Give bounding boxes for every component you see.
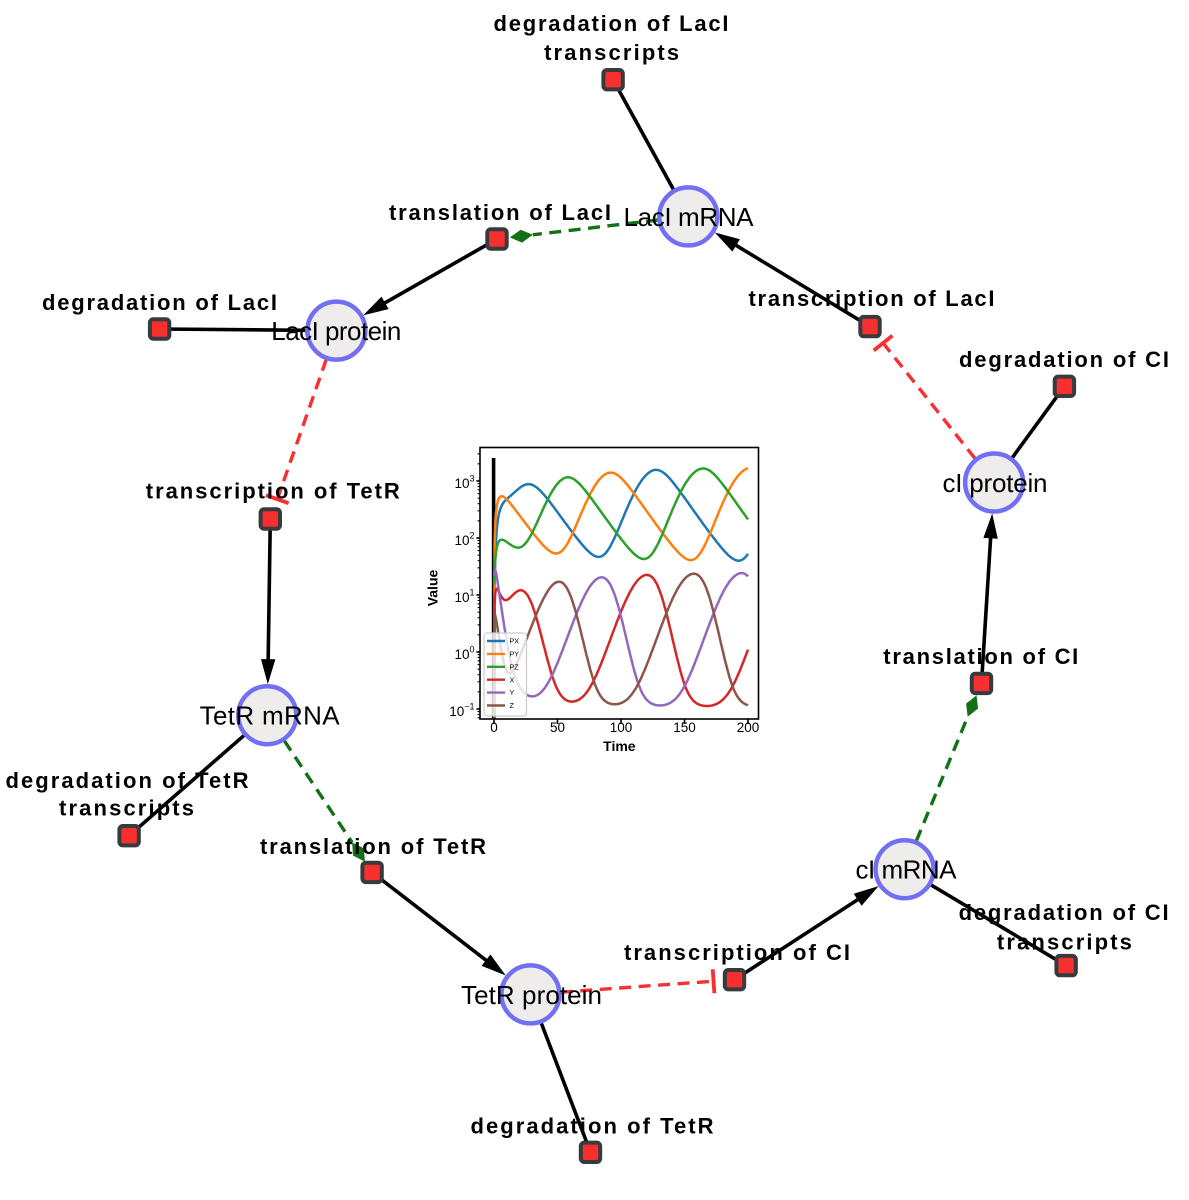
svg-text:transcripts: transcripts [59,795,194,820]
svg-text:100: 100 [454,645,474,663]
svg-text:0: 0 [490,720,498,735]
svg-text:degradation of CI: degradation of CI [959,900,1169,925]
svg-text:100: 100 [610,720,633,735]
svg-text:PX: PX [510,637,520,646]
svg-text:degradation of TetR: degradation of TetR [471,1113,714,1138]
svg-text:degradation of CI: degradation of CI [959,347,1169,372]
svg-text:10−1: 10−1 [449,702,474,720]
svg-text:translation of CI: translation of CI [883,644,1078,669]
svg-text:50: 50 [550,720,565,735]
svg-text:PZ: PZ [510,662,520,671]
svg-text:Value: Value [425,570,441,607]
svg-text:translation of TetR: translation of TetR [260,834,486,859]
svg-text:transcripts: transcripts [544,40,679,65]
svg-text:cI mRNA: cI mRNA [856,855,958,885]
svg-text:transcription of TetR: transcription of TetR [146,478,400,503]
svg-text:degradation of TetR: degradation of TetR [6,768,249,793]
svg-text:transcription of LacI: transcription of LacI [749,286,995,311]
svg-text:LacI mRNA: LacI mRNA [624,202,755,232]
svg-text:transcription of CI: transcription of CI [624,940,850,965]
svg-text:TetR mRNA: TetR mRNA [200,701,341,731]
svg-text:cI protein: cI protein [943,468,1048,498]
svg-text:200: 200 [737,720,760,735]
svg-text:150: 150 [673,720,696,735]
svg-text:Y: Y [510,688,515,697]
svg-text:transcripts: transcripts [997,929,1132,954]
svg-text:degradation of LacI: degradation of LacI [494,11,729,36]
svg-text:Time: Time [603,738,636,754]
svg-text:TetR protein: TetR protein [461,980,602,1010]
svg-text:translation of LacI: translation of LacI [389,200,611,225]
svg-text:102: 102 [454,531,474,549]
svg-text:101: 101 [454,588,474,606]
svg-text:PY: PY [510,650,520,659]
svg-text:X: X [510,675,515,684]
svg-text:103: 103 [454,474,474,492]
svg-text:LacI protein: LacI protein [271,316,401,346]
svg-text:degradation of LacI: degradation of LacI [42,290,277,315]
svg-text:Z: Z [510,701,515,710]
